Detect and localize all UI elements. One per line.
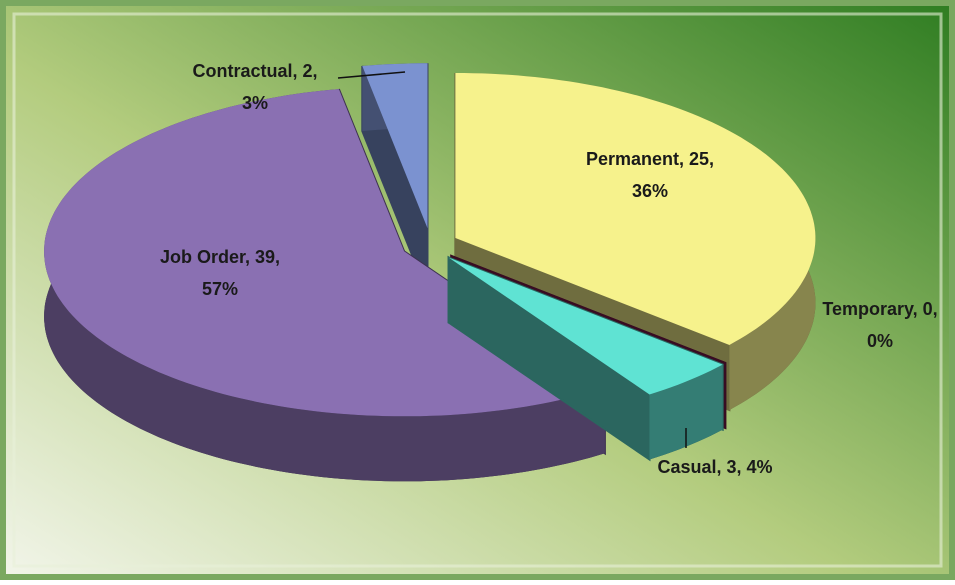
data-label: Permanent, 25,: [586, 149, 714, 169]
data-label: Casual, 3, 4%: [657, 457, 772, 477]
data-label: 57%: [202, 279, 238, 299]
data-label: 0%: [867, 331, 893, 351]
slice-top: [362, 63, 428, 229]
data-label: Temporary, 0,: [822, 299, 937, 319]
data-labels: Permanent, 25, 36% Temporary, 0, 0% Casual, …: [160, 61, 938, 477]
slice-outer-side: [649, 364, 723, 460]
chart-bevel: [12, 12, 943, 568]
slice: [447, 255, 724, 462]
slice-top: [451, 255, 726, 363]
data-label: 36%: [632, 181, 668, 201]
pie: [44, 63, 816, 482]
leader-line: [337, 71, 406, 79]
data-label: Job Order, 39,: [160, 247, 280, 267]
slice: [361, 63, 429, 294]
slice-top: [448, 257, 723, 395]
data-label: Contractual, 2,: [192, 61, 317, 81]
slice: [454, 73, 816, 412]
slice-outer-side: [44, 89, 605, 482]
data-label: 3%: [242, 93, 268, 113]
slice-top: [455, 73, 816, 345]
